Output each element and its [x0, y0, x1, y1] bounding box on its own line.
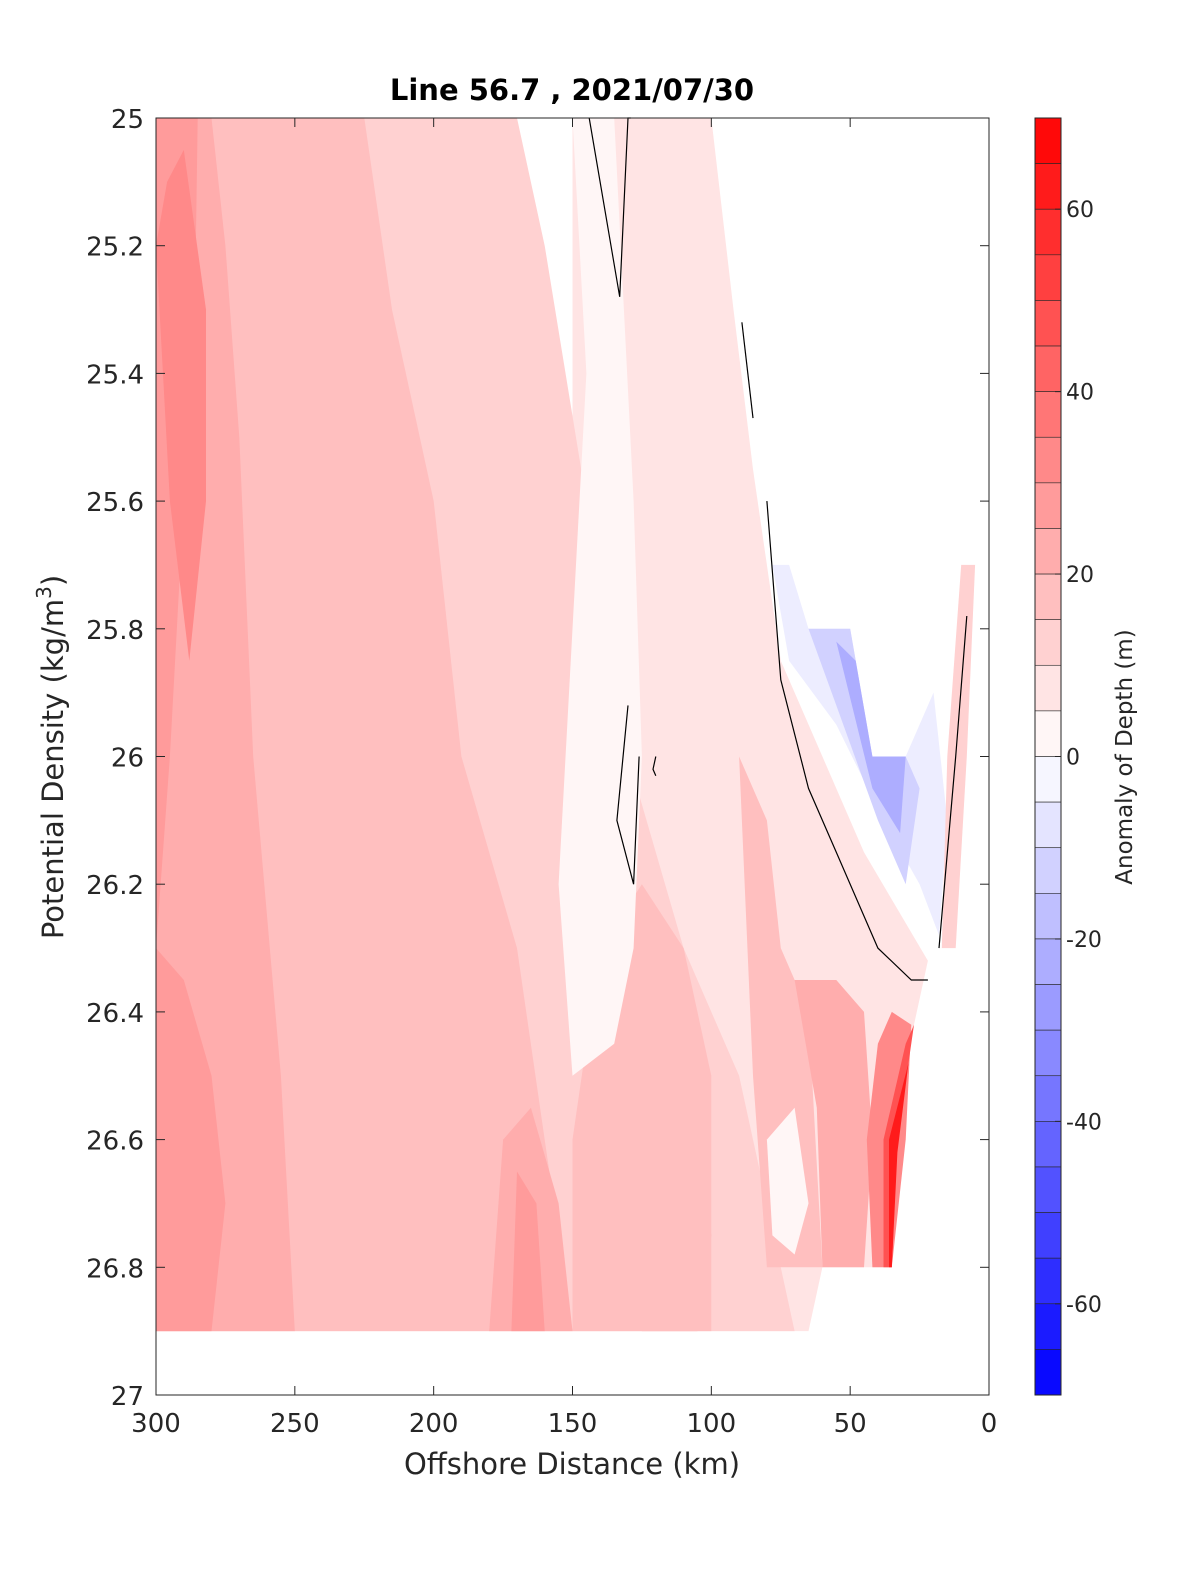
colorbar-band-21	[1034, 1075, 1062, 1122]
contour-region-5	[156, 149, 206, 661]
y-tick-label-1: 25.2	[86, 233, 144, 263]
contour-region-6	[156, 948, 226, 1332]
colorbar-band-12	[1034, 664, 1062, 712]
zero-contour-3	[741, 322, 754, 419]
colorbar-band-16	[1034, 847, 1062, 894]
colorbar-band-11	[1034, 619, 1062, 666]
colorbar-band-19	[1034, 984, 1062, 1031]
contour-region-20	[808, 628, 920, 885]
x-tick-label-3: 150	[548, 1409, 598, 1439]
y-tick-label-6: 26.2	[86, 871, 144, 901]
y-tick-label-8: 26.6	[86, 1127, 144, 1157]
y-tick-label-4: 25.8	[86, 616, 144, 646]
colorbar-band-7	[1034, 436, 1062, 484]
colorbar-band-13	[1034, 710, 1062, 757]
colorbar-band-6	[1034, 391, 1062, 438]
colorbar-tick-label-6: -60	[1066, 1293, 1102, 1318]
contour-region-21	[836, 641, 906, 834]
zero-contour-2	[652, 756, 657, 776]
colorbar-band-22	[1034, 1121, 1062, 1168]
zero-contour-5	[938, 615, 968, 949]
y-axis-label-main: Potential Density (kg/m	[36, 599, 70, 939]
colorbar-band-8	[1034, 482, 1062, 529]
contour-region-22	[941, 564, 976, 949]
y-tick-label-10: 27	[111, 1382, 144, 1412]
colorbar-band-18	[1034, 938, 1062, 985]
colorbar-band-3	[1034, 254, 1062, 301]
x-tick-label-2: 200	[409, 1409, 459, 1439]
colorbar-tick-label-5: -40	[1066, 1110, 1102, 1135]
contour-region-0	[156, 118, 928, 1332]
y-tick-label-7: 26.4	[86, 999, 144, 1029]
y-tick-label-3: 25.6	[86, 488, 144, 518]
y-tick-label-9: 26.8	[86, 1254, 144, 1284]
colorbar-band-14	[1034, 756, 1062, 803]
colorbar-band-4	[1034, 300, 1062, 347]
colorbar-band-17	[1034, 893, 1062, 940]
colorbar-band-24	[1034, 1212, 1062, 1259]
colorbar-band-27	[1034, 1349, 1062, 1396]
colorbar-band-26	[1034, 1303, 1062, 1350]
contour-region-8	[511, 1171, 545, 1332]
zero-contour-1	[616, 705, 640, 885]
contour-region-14	[794, 980, 873, 1268]
plot-area	[156, 118, 976, 1332]
y-axis: 25 25.2 25.4 25.6 25.8 26 26.2 26.4 26.6 26.8 27	[86, 105, 989, 1412]
contour-region-13	[739, 756, 823, 1268]
colorbar-tick-label-0: 60	[1066, 198, 1094, 223]
y-axis-label-superscript: 3	[32, 586, 56, 599]
colorbar-band-23	[1034, 1166, 1062, 1213]
colorbar-band-2	[1034, 208, 1062, 256]
colorbar-band-20	[1034, 1029, 1062, 1077]
colorbar-tick-label-1: 40	[1066, 381, 1094, 406]
x-tick-label-0: 300	[131, 1409, 181, 1439]
colorbar-band-25	[1034, 1257, 1062, 1305]
colorbar-tick-label-4: -20	[1066, 928, 1102, 953]
y-tick-label-5: 26	[111, 744, 144, 774]
x-tick-label-6: 0	[981, 1409, 998, 1439]
contour-region-17	[889, 1063, 909, 1268]
colorbar-band-1	[1034, 163, 1062, 210]
colorbar-band-10	[1034, 573, 1062, 620]
y-tick-label-2: 25.4	[86, 360, 144, 390]
colorbar-band-0	[1034, 117, 1062, 164]
colorbar-tick-label-2: 20	[1066, 563, 1094, 588]
y-axis-label: Potential Density (kg/m3)	[32, 575, 70, 939]
colorbar-band-15	[1034, 801, 1062, 849]
zero-contour-lines	[588, 117, 968, 981]
colorbar-tick-label-3: 0	[1066, 746, 1080, 771]
x-tick-label-1: 250	[270, 1409, 320, 1439]
x-tick-label-5: 50	[834, 1409, 867, 1439]
y-axis-label-tail: )	[36, 575, 70, 586]
chart-title: Line 56.7 , 2021/07/30	[390, 73, 754, 107]
x-tick-label-4: 100	[687, 1409, 737, 1439]
contour-region-18	[766, 1107, 809, 1255]
colorbar-label: Anomaly of Depth (m)	[1112, 629, 1138, 884]
colorbar-band-5	[1034, 345, 1062, 392]
colorbar: 60 40 20 0 -20 -40 -60	[1034, 117, 1102, 1396]
x-axis: 300 250 200 150 100 50 0	[131, 118, 997, 1439]
zero-contour-4	[766, 501, 928, 981]
colorbar-band-9	[1034, 528, 1062, 575]
y-tick-label-0: 25	[111, 105, 144, 135]
x-axis-label: Offshore Distance (km)	[404, 1447, 740, 1481]
